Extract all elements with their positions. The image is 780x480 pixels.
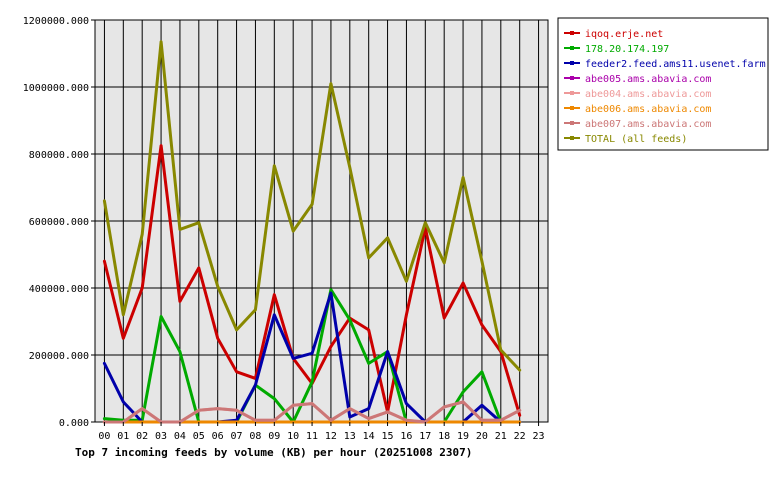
y-tick-label: 0.000	[59, 418, 89, 429]
x-tick-label: 05	[193, 431, 205, 442]
x-tick-label: 04	[174, 431, 186, 442]
legend-label: abe004.ams.abavia.com	[585, 89, 711, 100]
x-tick-label: 21	[495, 431, 507, 442]
x-tick-label: 10	[287, 431, 299, 442]
x-tick-label: 19	[457, 431, 469, 442]
legend-label: abe006.ams.abavia.com	[585, 104, 711, 115]
legend-item: iqoq.erje.net	[564, 29, 663, 40]
series-line	[102, 400, 522, 424]
x-tick-label: 23	[533, 431, 545, 442]
legend-item: abe004.ams.abavia.com	[564, 89, 711, 100]
legend: iqoq.erje.net 178.20.174.197 feeder2.feed.…	[557, 17, 769, 151]
x-tick-label: 14	[363, 431, 375, 442]
y-tick-label: 1200000.000	[23, 16, 89, 27]
legend-item: TOTAL (all feeds)	[564, 134, 687, 145]
x-tick-label: 09	[268, 431, 280, 442]
x-tick-label: 07	[231, 431, 243, 442]
legend-item: feeder2.feed.ams11.usenet.farm	[564, 59, 766, 70]
y-tick-label: 1000000.000	[23, 83, 89, 94]
y-axis-ticks: 0.000 200000.000 400000.000 600000.000 80000…	[23, 16, 95, 429]
x-tick-label: 17	[419, 431, 431, 442]
x-axis-ticks: 00 01 02 03 04 05 06 07 08 09 10 11 12 13 14 15 16 17 18 19…	[98, 422, 545, 442]
legend-marker	[570, 61, 574, 65]
x-tick-label: 02	[136, 431, 148, 442]
legend-label: abe007.ams.abavia.com	[585, 119, 711, 130]
legend-item: 178.20.174.197	[564, 44, 669, 55]
x-tick-label: 13	[344, 431, 356, 442]
x-tick-label: 11	[306, 431, 318, 442]
legend-item: abe007.ams.abavia.com	[564, 119, 711, 130]
x-tick-label: 01	[117, 431, 129, 442]
y-tick-label: 400000.000	[29, 284, 89, 295]
x-tick-label: 12	[325, 431, 337, 442]
legend-box	[557, 17, 769, 151]
legend-marker	[570, 76, 574, 80]
y-tick-label: 200000.000	[29, 351, 89, 362]
legend-marker	[570, 106, 574, 110]
x-tick-label: 18	[438, 431, 450, 442]
x-tick-label: 22	[514, 431, 526, 442]
x-tick-label: 08	[249, 431, 261, 442]
legend-marker	[570, 91, 574, 95]
series-line	[102, 288, 522, 424]
legend-label: 178.20.174.197	[585, 44, 669, 55]
x-tick-label: 16	[400, 431, 412, 442]
x-tick-label: 20	[476, 431, 488, 442]
x-tick-label: 15	[382, 431, 394, 442]
legend-label: abe005.ams.abavia.com	[585, 74, 711, 85]
legend-label: feeder2.feed.ams11.usenet.farm	[585, 59, 766, 70]
legend-marker	[570, 136, 574, 140]
legend-marker	[570, 121, 574, 125]
legend-item: abe005.ams.abavia.com	[564, 74, 711, 85]
x-tick-label: 03	[155, 431, 167, 442]
legend-label: iqoq.erje.net	[585, 29, 663, 40]
legend-marker	[570, 31, 574, 35]
series-line	[102, 40, 522, 372]
y-tick-label: 800000.000	[29, 150, 89, 161]
legend-item: abe006.ams.abavia.com	[564, 104, 711, 115]
x-tick-label: 00	[98, 431, 110, 442]
y-tick-label: 600000.000	[29, 217, 89, 228]
x-tick-label: 06	[212, 431, 224, 442]
chart-title: Top 7 incoming feeds by volume (KB) per …	[75, 446, 472, 459]
legend-label: TOTAL (all feeds)	[585, 134, 687, 145]
legend-marker	[570, 46, 574, 50]
